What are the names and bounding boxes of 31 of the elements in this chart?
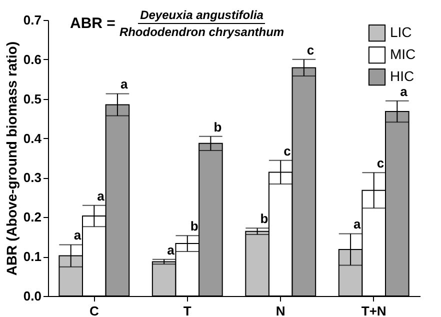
data-label: a (74, 228, 82, 243)
y-tick-label: 0.1 (23, 249, 42, 264)
data-label: a (97, 188, 106, 204)
y-tick-label: 0.0 (23, 288, 42, 304)
legend-label: HIC (390, 68, 414, 84)
data-label: a (400, 84, 408, 99)
data-label: c (284, 143, 291, 158)
data-label: b (260, 211, 268, 226)
y-axis-title: ABR (Above-ground biomass ratio) (3, 41, 20, 276)
legend-label: MIC (390, 46, 416, 62)
data-label: a (120, 76, 128, 92)
annotation: ABR = (70, 15, 116, 32)
data-label: b (214, 119, 222, 134)
y-tick-label: 0.4 (23, 130, 42, 146)
annotation: Rhododendron chrysanthum (119, 24, 284, 39)
y-tick-label: 0.6 (23, 52, 42, 67)
y-tick-label: 0.7 (23, 12, 42, 28)
x-tick-label: T (183, 304, 192, 317)
legend-label: LIC (390, 24, 412, 40)
annotation: Deyeuxia angustifolia (138, 8, 266, 24)
y-tick-label: 0.5 (23, 91, 42, 106)
data-label: a (354, 216, 362, 232)
x-tick-label: N (276, 304, 286, 317)
x-tick-label: C (89, 304, 100, 317)
x-tick-label: T+N (361, 304, 386, 317)
data-label: c (376, 156, 384, 171)
data-label: b (190, 218, 198, 234)
data-label: a (167, 242, 176, 258)
data-label: c (306, 42, 314, 58)
y-tick-label: 0.2 (23, 210, 42, 225)
y-tick-label: 0.3 (23, 170, 42, 186)
